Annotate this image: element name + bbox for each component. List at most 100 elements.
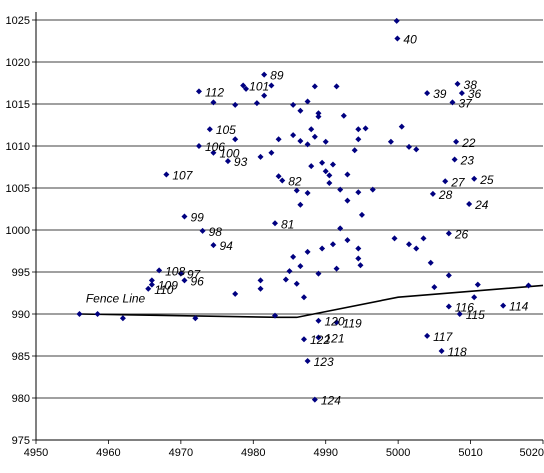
data-point [337, 186, 344, 193]
point-label: 93 [234, 155, 248, 169]
point-label: 120 [324, 315, 344, 329]
data-point [344, 171, 351, 178]
point-label: 106 [205, 140, 225, 154]
data-point [195, 88, 202, 95]
data-point [315, 113, 322, 120]
series-line-fence [79, 284, 544, 319]
axes [32, 12, 544, 444]
data-point [192, 315, 199, 322]
point-label: 38 [464, 78, 478, 92]
y-tick-label: 1015 [6, 99, 30, 111]
data-point [148, 277, 155, 284]
data-point [315, 270, 322, 277]
data-point [362, 125, 369, 132]
point-label: 81 [281, 217, 294, 231]
data-point [293, 280, 300, 287]
x-tick-label: 4950 [24, 447, 48, 459]
point-label: 119 [343, 316, 362, 330]
data-point [257, 153, 264, 160]
data-point [181, 213, 188, 220]
data-point [275, 136, 282, 143]
data-point [466, 200, 473, 207]
data-point [319, 245, 326, 252]
data-point [355, 189, 362, 196]
data-point [500, 302, 507, 309]
y-tick-label: 990 [12, 309, 30, 321]
point-label: 37 [458, 96, 473, 110]
point-label: 110 [154, 283, 173, 297]
data-point [394, 35, 401, 42]
fence-line-label: Fence Line [86, 292, 146, 306]
data-point [453, 138, 460, 145]
data-point [257, 277, 264, 284]
point-label: 108 [165, 264, 185, 278]
data-point [76, 311, 83, 317]
data-point [413, 245, 420, 252]
data-point [261, 71, 268, 78]
data-point [344, 237, 351, 244]
data-point [431, 284, 438, 291]
data-points [76, 17, 532, 403]
data-point [420, 235, 427, 242]
data-point [240, 82, 247, 89]
data-point [156, 267, 163, 274]
data-point [340, 112, 347, 119]
point-label: 26 [454, 227, 469, 241]
fence-line-series [79, 284, 544, 319]
data-point [206, 126, 213, 133]
data-point [329, 241, 336, 248]
data-point [449, 99, 456, 106]
data-point [424, 90, 431, 97]
data-point [304, 248, 311, 255]
data-point [358, 211, 365, 218]
tick-labels: 975 980 985 990 995 1000 1005 1010 1015 1020 1025 4… [6, 15, 544, 459]
data-point [355, 245, 362, 252]
y-tick-label: 1010 [6, 141, 30, 153]
data-point [195, 143, 202, 149]
data-point [525, 282, 532, 289]
data-point [445, 272, 452, 279]
point-label: 118 [448, 345, 467, 359]
data-point [311, 133, 318, 140]
data-point [181, 277, 188, 284]
data-point [279, 177, 286, 184]
point-label: 122 [310, 333, 330, 347]
data-point [406, 143, 413, 150]
data-point [398, 123, 405, 130]
point-label: 101 [249, 80, 269, 94]
point-label: 28 [438, 188, 453, 202]
data-point [304, 358, 311, 365]
data-point [272, 312, 279, 319]
data-point [424, 332, 431, 339]
data-point [257, 285, 264, 292]
point-label: 115 [466, 308, 485, 322]
data-point [454, 80, 461, 87]
data-point [297, 137, 304, 144]
data-point [333, 319, 340, 326]
data-point [319, 159, 326, 166]
x-tick-label: 4970 [169, 447, 193, 459]
point-label: 27 [450, 175, 466, 189]
x-tick-label: 4960 [96, 447, 120, 459]
data-point [145, 285, 152, 292]
data-point [286, 268, 293, 275]
data-point [315, 334, 322, 341]
data-point [393, 17, 400, 24]
point-label: 82 [288, 174, 302, 188]
data-point [297, 201, 304, 208]
data-point [297, 107, 304, 114]
data-point [290, 132, 297, 139]
data-point [232, 136, 239, 143]
data-point [268, 149, 275, 156]
point-label: 40 [403, 32, 417, 46]
point-label: 22 [461, 136, 476, 150]
data-point [199, 227, 206, 234]
x-tick-label: 5000 [386, 447, 410, 459]
data-point [456, 311, 463, 317]
point-label: 124 [321, 394, 341, 408]
data-point [355, 136, 362, 143]
point-label: 121 [324, 332, 344, 346]
y-tick-label: 975 [12, 435, 30, 447]
y-tick-label: 985 [12, 351, 30, 363]
